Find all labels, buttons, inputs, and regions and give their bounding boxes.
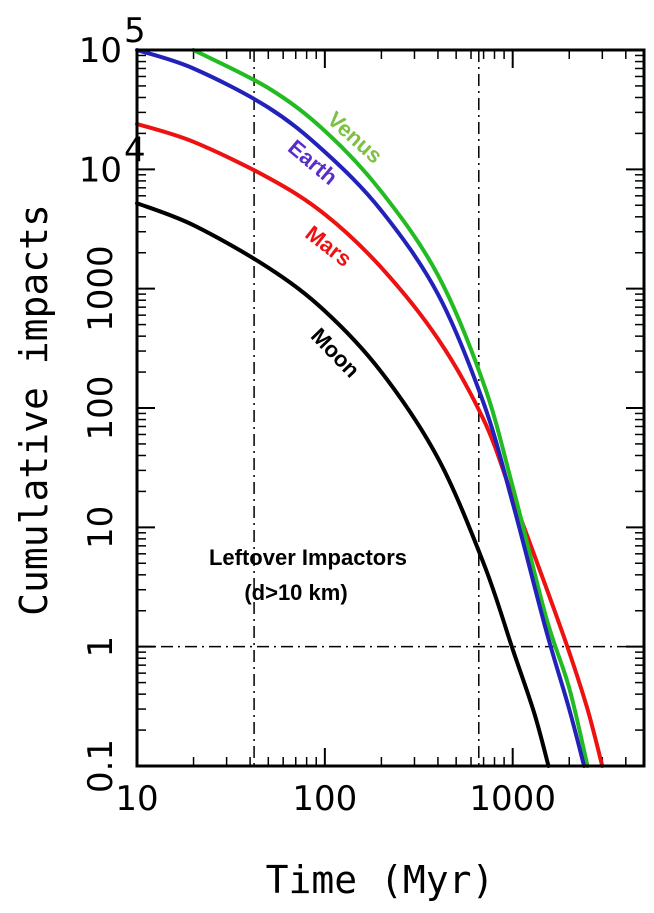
annotation-line-2: (d>10 km) — [244, 580, 347, 605]
y-tick-label: 0.1 — [81, 739, 121, 793]
x-axis-title: Time (Myr) — [266, 858, 495, 902]
x-tick-label: 1000 — [469, 779, 556, 819]
series-label-mars: Mars — [301, 220, 357, 271]
reference-lines — [137, 50, 644, 766]
y-tick-label-exponent: 4 — [124, 130, 146, 170]
series-lines — [135, 48, 605, 768]
y-tick-label: 1000 — [81, 245, 121, 332]
y-tick-label: 10 — [81, 506, 121, 549]
series-line-venus — [191, 48, 590, 768]
series-line-mars — [135, 122, 605, 768]
y-tick-label: 100 — [81, 376, 121, 441]
x-tick-label: 100 — [292, 779, 357, 819]
y-tick-label-exponent: 5 — [124, 11, 146, 51]
minor-ticks — [137, 50, 645, 766]
x-tick-labels: 10 100 1000 — [115, 779, 556, 819]
x-tick-label: 10 — [115, 779, 158, 819]
major-ticks — [136, 49, 644, 767]
series-label-moon: Moon — [306, 323, 365, 383]
y-axis-title: Cumulative impacts — [12, 204, 56, 616]
y-tick-label: 1 — [81, 636, 121, 658]
series-line-moon — [135, 201, 551, 768]
series-line-earth — [135, 48, 587, 768]
plot-frame — [135, 48, 646, 768]
annotation-line-1: Leftover Impactors — [209, 545, 407, 570]
y-tick-label: 10 — [79, 150, 122, 190]
y-tick-label: 10 — [79, 31, 122, 71]
